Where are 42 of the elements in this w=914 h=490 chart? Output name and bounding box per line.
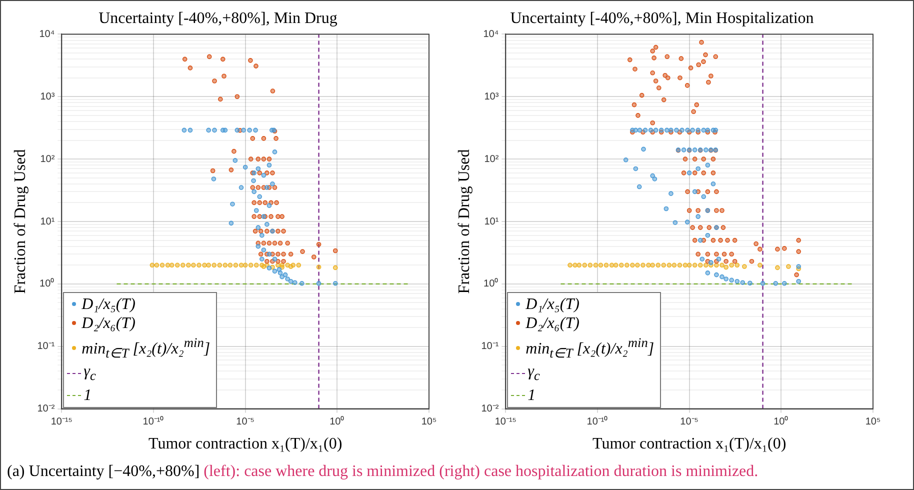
legend-label: D₁/x₅(T) [526,294,580,314]
y-tick-label: 10² [484,154,500,165]
x-tick-label: 10⁻¹⁰ [586,416,608,428]
legend-label: D₂/x₆(T) [526,314,580,333]
y-tick-label: 10⁴ [483,28,499,40]
y-axis-title: Fraction of Drug Used [456,149,473,294]
legend-label: D₁/x₅(T) [82,294,136,314]
legend-label: min$_{t∈T}$ [x₂(t)/x₂$^{min}$] [526,334,654,362]
text: (left): case where drug is minimized (right) case hospitalization duration is minimized. [204,463,758,480]
x-axis-title: Tumor contraction x₁(T)/x₁(0) [592,436,786,453]
y-tick-label: 10³ [484,91,500,102]
y-tick-label: 10¹ [484,216,500,228]
legend-label: γ$_{c}$ [528,362,540,386]
x-tick-label: 10⁻⁵ [236,416,254,428]
y-tick-label: 10⁻¹ [37,341,56,352]
x-tick-label: 10⁻¹⁵ [494,416,516,428]
text: (a) Uncertainty [−40%,+80%] [7,463,201,480]
x-tick-label: 10⁻¹⁵ [50,416,72,428]
y-tick-label: 10⁴ [39,28,55,40]
x-axis-title: Tumor contraction x₁(T)/x₁(0) [148,436,342,453]
chart-title: Uncertainty [-40%,+80%], Min Drug [98,10,338,27]
y-tick-label: 10¹ [40,216,56,228]
x-tick-label: 10⁻¹⁰ [142,416,164,428]
x-tick-label: 10⁵ [865,416,881,428]
y-tick-label: 10⁻¹ [481,341,500,352]
x-tick-label: 10⁵ [421,416,437,428]
legend-label: min$_{t∈T}$ [x₂(t)/x₂$^{min}$] [82,334,210,362]
y-tick-label: 10² [40,154,56,165]
y-tick-label: 10⁰ [40,278,55,290]
x-tick-label: 10⁰ [330,416,345,428]
y-tick-label: 10⁻² [481,404,500,415]
y-tick-label: 10³ [40,91,56,102]
y-tick-label: 10⁻² [37,404,56,415]
legend-label: 1 [528,386,536,404]
legend-label: γ$_{c}$ [84,362,96,386]
x-tick-label: 10⁻⁵ [680,416,698,428]
y-tick-label: 10⁰ [484,278,499,290]
legend-label: D₂/x₆(T) [82,314,136,333]
chart-title: Uncertainty [-40%,+80%], Min Hospitalization [510,10,814,27]
y-axis-title: Fraction of Drug Used [12,149,29,294]
x-tick-label: 10⁰ [774,416,789,428]
legend-label: 1 [84,386,92,404]
